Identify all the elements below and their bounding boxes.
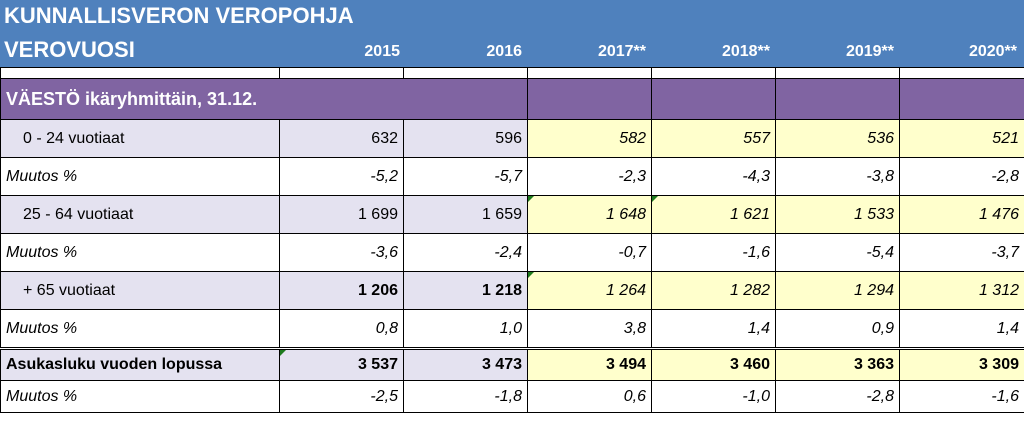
cell-2017[interactable]: 582 [527, 119, 652, 158]
cell-2018[interactable]: 557 [651, 119, 776, 158]
table-row: 0 - 24 vuotiaat 632 596 582 557 536 521 [0, 119, 1024, 158]
row-label[interactable]: Muutos % [0, 380, 280, 413]
cell-2018[interactable]: -1,6 [651, 233, 776, 272]
table-title: KUNNALLISVERON VEROPOHJA [4, 3, 354, 28]
section-label: VÄESTÖ ikäryhmittäin, 31.12. [0, 78, 528, 120]
cell-2019[interactable]: 1 294 [775, 271, 900, 310]
cell-2020[interactable]: -1,6 [899, 380, 1024, 413]
cell-2016[interactable]: -2,4 [403, 233, 528, 272]
cell-2017[interactable]: -0,7 [527, 233, 652, 272]
cell-2016[interactable]: 1 659 [403, 195, 528, 234]
row-label[interactable]: 0 - 24 vuotiaat [0, 119, 280, 158]
cell-2018[interactable]: 3 460 [651, 347, 776, 381]
year-header-2015: 2015 [364, 43, 400, 60]
cell-2015[interactable]: 1 206 [279, 271, 404, 310]
table-row-total: Asukasluku vuoden lopussa 3 537 3 473 3 … [0, 347, 1024, 381]
cell-2020[interactable]: 1,4 [899, 309, 1024, 349]
cell-2016[interactable]: 1,0 [403, 309, 528, 349]
cell-2019[interactable]: 1 533 [775, 195, 900, 234]
year-header-2018: 2018** [721, 43, 770, 60]
row-label[interactable]: Asukasluku vuoden lopussa [0, 347, 280, 381]
table-row: + 65 vuotiaat 1 206 1 218 1 264 1 282 1 … [0, 271, 1024, 310]
year-header-2016: 2016 [486, 43, 522, 60]
header-band: KUNNALLISVERON VEROPOHJA VEROVUOSI 2015 … [0, 0, 1024, 68]
cell-2018[interactable]: -1,0 [651, 380, 776, 413]
row-label[interactable]: Muutos % [0, 309, 280, 349]
cell-2016[interactable]: -5,7 [403, 157, 528, 196]
cell-2017[interactable]: 1 264 [527, 271, 652, 310]
cell-2020[interactable]: 3 309 [899, 347, 1024, 381]
cell-2017[interactable]: -2,3 [527, 157, 652, 196]
cell-2020[interactable]: -3,7 [899, 233, 1024, 272]
cell-2017[interactable]: 1 648 [527, 195, 652, 234]
cell-2019[interactable]: -5,4 [775, 233, 900, 272]
cell-2018[interactable]: 1 621 [651, 195, 776, 234]
cell-2019[interactable]: -2,8 [775, 380, 900, 413]
cell-2015[interactable]: -2,5 [279, 380, 404, 413]
cell-2015[interactable]: 1 699 [279, 195, 404, 234]
cell-2017[interactable]: 3,8 [527, 309, 652, 349]
cell-2016[interactable]: 1 218 [403, 271, 528, 310]
cell-2020[interactable]: 1 476 [899, 195, 1024, 234]
year-row-label: VEROVUOSI [4, 37, 135, 62]
cell-2020[interactable]: 521 [899, 119, 1024, 158]
cell-2015[interactable]: -3,6 [279, 233, 404, 272]
cell-2019[interactable]: 536 [775, 119, 900, 158]
cell-2019[interactable]: -3,8 [775, 157, 900, 196]
row-label[interactable]: Muutos % [0, 233, 280, 272]
cell-2015[interactable]: 632 [279, 119, 404, 158]
row-label[interactable]: Muutos % [0, 157, 280, 196]
year-header-2017: 2017** [597, 43, 646, 60]
cell-2015[interactable]: -5,2 [279, 157, 404, 196]
section-row: VÄESTÖ ikäryhmittäin, 31.12. [0, 78, 1024, 120]
cell-2018[interactable]: 1 282 [651, 271, 776, 310]
cell-2018[interactable]: 1,4 [651, 309, 776, 349]
row-label[interactable]: + 65 vuotiaat [0, 271, 280, 310]
year-header-2019: 2019** [845, 43, 894, 60]
table-row: Muutos % -3,6 -2,4 -0,7 -1,6 -5,4 -3,7 [0, 233, 1024, 272]
cell-2017[interactable]: 0,6 [527, 380, 652, 413]
cell-2016[interactable]: 3 473 [403, 347, 528, 381]
cell-2018[interactable]: -4,3 [651, 157, 776, 196]
data-table: VÄESTÖ ikäryhmittäin, 31.12. 0 - 24 vuot… [0, 68, 1024, 413]
cell-2015[interactable]: 3 537 [279, 347, 404, 381]
table-row: Muutos % -2,5 -1,8 0,6 -1,0 -2,8 -1,6 [0, 380, 1024, 413]
cell-2016[interactable]: 596 [403, 119, 528, 158]
table-row: Muutos % -5,2 -5,7 -2,3 -4,3 -3,8 -2,8 [0, 157, 1024, 196]
spacer-row [0, 68, 1024, 79]
table-row: 25 - 64 vuotiaat 1 699 1 659 1 648 1 621… [0, 195, 1024, 234]
cell-2020[interactable]: 1 312 [899, 271, 1024, 310]
cell-2020[interactable]: -2,8 [899, 157, 1024, 196]
cell-2015[interactable]: 0,8 [279, 309, 404, 349]
cell-2017[interactable]: 3 494 [527, 347, 652, 381]
cell-2016[interactable]: -1,8 [403, 380, 528, 413]
row-label[interactable]: 25 - 64 vuotiaat [0, 195, 280, 234]
cell-2019[interactable]: 3 363 [775, 347, 900, 381]
cell-2019[interactable]: 0,9 [775, 309, 900, 349]
year-header-2020: 2020** [968, 43, 1017, 60]
table-row: Muutos % 0,8 1,0 3,8 1,4 0,9 1,4 [0, 309, 1024, 349]
